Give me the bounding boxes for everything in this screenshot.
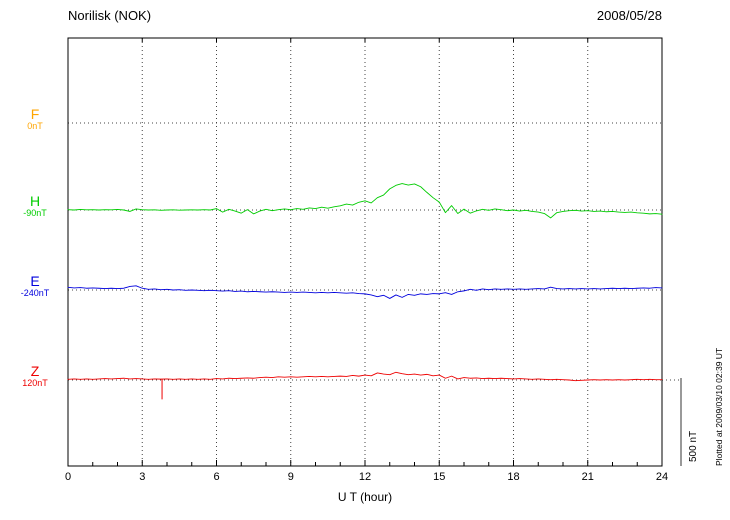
x-axis-title: U T (hour) [337,490,393,504]
component-label-f: F 0nT [8,107,62,131]
component-label-e: E -240nT [8,274,62,298]
date-label: 2008/05/28 [596,8,662,23]
station-title: Norilisk (NOK) [68,8,152,23]
scale-bar-label: 500 nT [688,430,699,462]
component-baseline-h: -90nT [23,208,47,218]
plotted-at-note: Plotted at 2009/03/10 02:39 UT [714,347,724,466]
component-label-z: Z 120nT [8,364,62,388]
component-name-e: E [30,273,40,289]
x-tick-label: 6 [213,471,220,483]
component-baseline-e: -240nT [20,288,50,298]
x-tick-label: 18 [507,471,520,483]
component-name-z: Z [30,363,40,379]
trace-z [67,371,663,382]
trace-e [67,285,663,299]
component-name-f: F [30,106,40,122]
component-name-h: H [29,193,41,209]
x-tick-label: 3 [139,471,146,483]
x-tick-label: 21 [581,471,594,483]
component-label-h: H -90nT [8,194,62,218]
component-baseline-z: 120nT [22,378,48,388]
x-tick-label: 9 [287,471,294,483]
x-tick-label: 15 [433,471,446,483]
x-tick-label: 0 [64,471,72,483]
component-baseline-f: 0nT [27,121,43,131]
trace-h [67,183,663,219]
x-tick-label: 12 [358,471,372,483]
x-tick-label: 24 [655,471,669,483]
